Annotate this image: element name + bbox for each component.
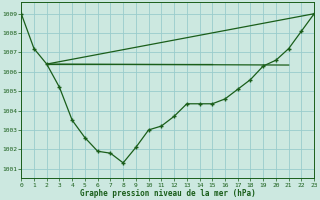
X-axis label: Graphe pression niveau de la mer (hPa): Graphe pression niveau de la mer (hPa) <box>80 189 256 198</box>
